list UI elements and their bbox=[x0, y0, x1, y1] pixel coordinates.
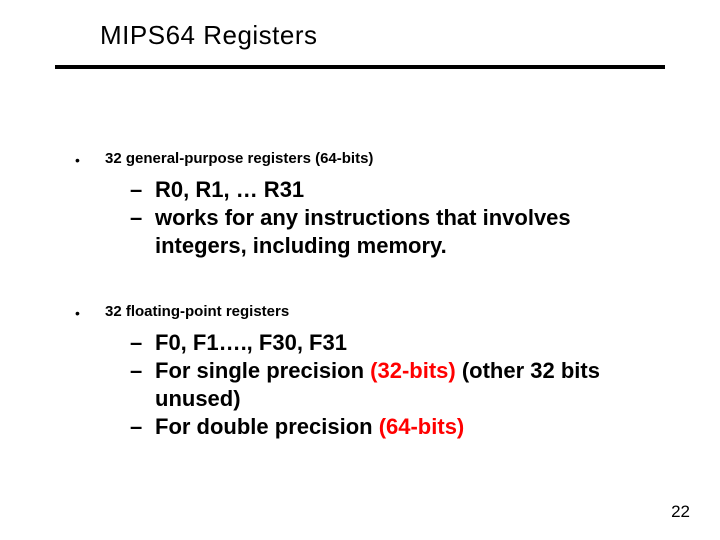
sub-item: – For double precision (64-bits) bbox=[130, 413, 665, 441]
page-number: 22 bbox=[671, 502, 690, 522]
sub-text: For single precision (32-bits) (other 32… bbox=[155, 357, 665, 413]
sub-item: – F0, F1…., F30, F31 bbox=[130, 329, 665, 357]
sub-pre: For single precision bbox=[155, 358, 370, 383]
bullet-2-sublist: – F0, F1…., F30, F31 – For single precis… bbox=[75, 329, 665, 441]
highlight-text: (32-bits) bbox=[370, 358, 456, 383]
sub-text: R0, R1, … R31 bbox=[155, 176, 665, 204]
sub-text: F0, F1…., F30, F31 bbox=[155, 329, 665, 357]
content: • 32 general-purpose registers (64-bits)… bbox=[55, 149, 665, 441]
sub-text: works for any instructions that involves… bbox=[155, 204, 665, 260]
bullet-1-text: 32 general-purpose registers (64-bits) bbox=[105, 149, 373, 170]
bullet-1: • 32 general-purpose registers (64-bits) bbox=[75, 149, 665, 170]
slide: MIPS64 Registers • 32 general-purpose re… bbox=[0, 0, 720, 540]
dash-icon: – bbox=[130, 357, 155, 413]
dash-icon: – bbox=[130, 204, 155, 260]
sub-item: – R0, R1, … R31 bbox=[130, 176, 665, 204]
title-rule bbox=[55, 65, 665, 69]
slide-title: MIPS64 Registers bbox=[100, 20, 665, 51]
dash-icon: – bbox=[130, 329, 155, 357]
sub-text: For double precision (64-bits) bbox=[155, 413, 665, 441]
dash-icon: – bbox=[130, 176, 155, 204]
highlight-text: (64-bits) bbox=[379, 414, 465, 439]
bullet-2-text: 32 floating-point registers bbox=[105, 302, 289, 323]
sub-pre: For double precision bbox=[155, 414, 379, 439]
dash-icon: – bbox=[130, 413, 155, 441]
sub-item: – works for any instructions that involv… bbox=[130, 204, 665, 260]
bullet-dot-icon: • bbox=[75, 149, 105, 170]
sub-item: – For single precision (32-bits) (other … bbox=[130, 357, 665, 413]
bullet-1-sublist: – R0, R1, … R31 – works for any instruct… bbox=[75, 176, 665, 260]
title-wrap: MIPS64 Registers bbox=[55, 20, 665, 51]
bullet-dot-icon: • bbox=[75, 302, 105, 323]
bullet-2: • 32 floating-point registers bbox=[75, 302, 665, 323]
